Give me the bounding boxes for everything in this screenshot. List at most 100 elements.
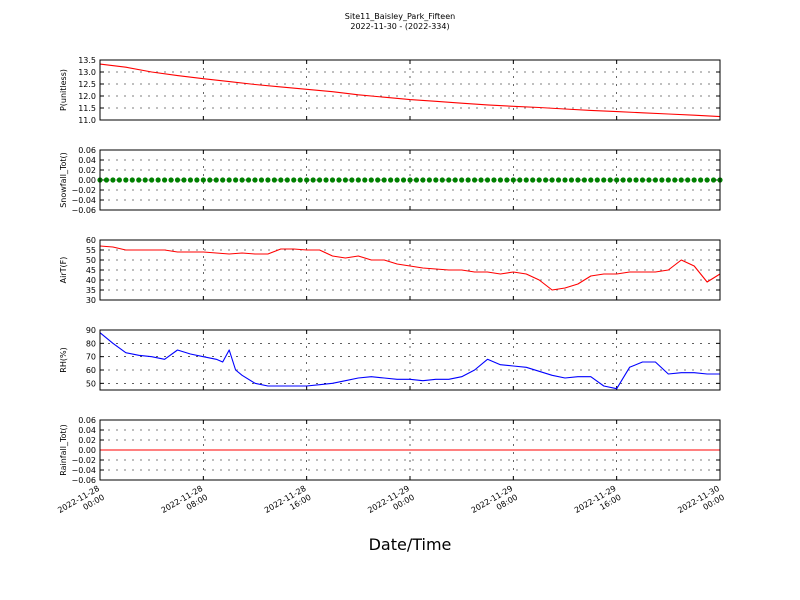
- snowfall-point: [504, 177, 510, 183]
- snowfall-point: [459, 177, 465, 183]
- snowfall-point: [710, 177, 717, 183]
- snowfall-point: [258, 177, 265, 183]
- snowfall-point: [336, 177, 342, 183]
- snowfall-point: [213, 177, 219, 183]
- snowfall-point: [530, 177, 536, 183]
- panel-5: −0.06−0.04−0.020.000.020.040.06 Rainfall_…: [59, 416, 721, 485]
- x-axis-title: Date/Time: [369, 535, 452, 554]
- snowfall-point: [310, 177, 316, 183]
- snowfall-point: [614, 177, 620, 183]
- snowfall-point: [407, 177, 413, 183]
- snowfall-point: [439, 177, 445, 183]
- y-axis-title: P(unitless): [59, 69, 68, 111]
- ytick-label: −0.02: [71, 186, 96, 195]
- snowfall-point: [181, 177, 187, 183]
- ytick-label: 0.00: [78, 176, 96, 185]
- xtick-label: 2022-11-2916:00: [573, 484, 623, 524]
- ytick-label: −0.04: [71, 466, 96, 475]
- ytick-label: 55: [86, 246, 96, 255]
- xtick-label: 2022-11-2808:00: [160, 484, 210, 524]
- snowfall-point: [355, 177, 361, 183]
- snowfall-point: [420, 177, 426, 183]
- series-line-1: [99, 63, 721, 118]
- snowfall-point: [446, 177, 452, 183]
- snowfall-point: [103, 177, 110, 183]
- snowfall-point: [523, 177, 529, 183]
- snowfall-point: [652, 177, 659, 183]
- y-axis-title: Rainfall_Tot(): [59, 424, 68, 476]
- ytick-label: 80: [86, 339, 96, 348]
- snowfall-point: [633, 177, 639, 183]
- ytick-label: 0.04: [78, 426, 96, 435]
- snowfall-point: [646, 177, 652, 183]
- snowfall-point: [607, 177, 613, 183]
- snowfall-point: [665, 177, 671, 183]
- snowfall-point: [626, 177, 633, 183]
- snowfall-point: [207, 177, 213, 183]
- panels: 11.0 11.5 12.0 12.5 13.0 13.5 P(unitless) −0.06…: [59, 56, 723, 485]
- snowfall-point: [685, 177, 691, 183]
- snowfall-point: [116, 177, 122, 183]
- ytick-label: 0.00: [78, 446, 96, 455]
- ytick-label: 45: [86, 266, 96, 275]
- snowfall-point: [200, 177, 206, 183]
- snowfall-point: [304, 177, 310, 183]
- panel-4: 50 60 70 80 90 RH(%): [59, 326, 721, 391]
- snowfall-point: [194, 177, 200, 183]
- snowfall-point: [400, 177, 407, 183]
- snowfall-point: [233, 177, 239, 183]
- xtick-label: 2022-11-2816:00: [263, 484, 313, 524]
- snowfall-point: [123, 177, 129, 183]
- ytick-label: −0.06: [71, 206, 96, 215]
- ytick-label: 70: [86, 353, 96, 362]
- snowfall-point: [497, 177, 504, 183]
- snowfall-point: [555, 177, 562, 183]
- snowfall-point: [329, 177, 336, 183]
- snowfall-point: [704, 177, 710, 183]
- ytick-label: 30: [86, 296, 96, 305]
- snowfall-point: [549, 177, 555, 183]
- snowfall-point: [381, 177, 387, 183]
- snowfall-point: [168, 177, 174, 183]
- ytick-label: 90: [86, 326, 96, 335]
- plot-frame: [99, 329, 721, 391]
- snowfall-point: [155, 177, 161, 183]
- x-axis-labels: 2022-11-2800:00 2022-11-2808:00 2022-11-28…: [56, 484, 726, 524]
- snowfall-point: [594, 177, 600, 183]
- snowfall-point: [601, 177, 607, 183]
- ytick-label: 60: [86, 366, 96, 375]
- snowfall-point: [588, 177, 594, 183]
- y-axis-title: Snowfall_Tot(): [59, 152, 68, 208]
- snowfall-point: [161, 177, 168, 183]
- snowfall-point: [575, 177, 581, 183]
- snowfall-point: [672, 177, 678, 183]
- ytick-label: 11.0: [78, 116, 96, 125]
- snowfall-point: [568, 177, 575, 183]
- snowfall-point: [452, 177, 458, 183]
- snowfall-point: [659, 177, 665, 183]
- snowfall-point: [349, 177, 355, 183]
- ytick-label: 13.5: [78, 56, 96, 65]
- ytick-label: −0.06: [71, 476, 96, 485]
- snowfall-point: [362, 177, 368, 183]
- snowfall-point: [342, 177, 349, 183]
- snowfall-point: [698, 177, 704, 183]
- snowfall-point: [220, 177, 226, 183]
- snowfall-point: [484, 177, 491, 183]
- ytick-label: 50: [86, 379, 96, 388]
- series-line-4: [99, 332, 720, 390]
- xtick-label: 2022-11-2908:00: [470, 484, 520, 524]
- snowfall-point: [136, 177, 142, 183]
- chart-subtitle: 2022-11-30 - (2022-334): [350, 22, 449, 31]
- plot-frame: [99, 59, 721, 121]
- ytick-label: −0.04: [71, 196, 96, 205]
- xtick-label: 2022-11-2800:00: [56, 484, 106, 524]
- ytick-label: 50: [86, 256, 96, 265]
- y-axis-title: AirT(F): [59, 257, 68, 284]
- snowfall-point: [129, 177, 135, 183]
- snowfall-point: [426, 177, 432, 183]
- snowfall-point: [543, 177, 549, 183]
- series-line-3: [99, 245, 721, 291]
- plot-frame: [99, 419, 721, 481]
